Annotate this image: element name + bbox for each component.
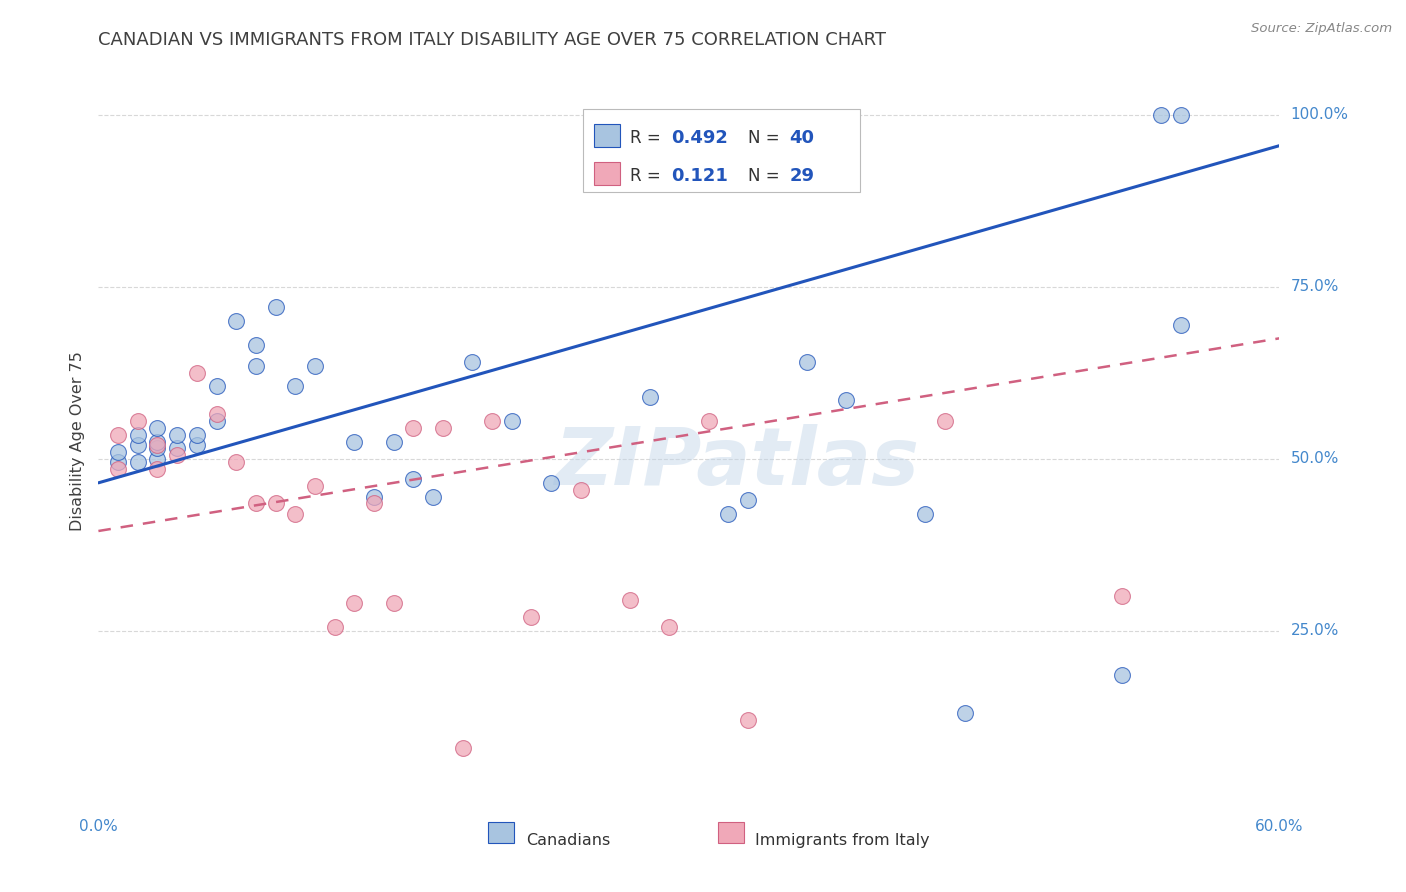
Text: R =: R = [630,129,666,147]
Point [363,490,385,504]
Point [737,493,759,508]
Point [245,338,267,352]
Point [127,427,149,442]
Text: Immigrants from Italy: Immigrants from Italy [755,833,929,848]
Point [166,427,188,442]
Point [166,448,188,462]
Point [245,496,267,510]
Point [264,496,287,510]
Y-axis label: Disability Age Over 75: Disability Age Over 75 [69,351,84,532]
Point [953,706,976,721]
Point [304,479,326,493]
Point [107,462,129,476]
Bar [488,822,515,843]
Point [323,620,346,634]
Point [934,414,956,428]
Point [205,379,228,393]
Text: Source: ZipAtlas.com: Source: ZipAtlas.com [1251,22,1392,36]
Point [501,414,523,428]
Point [638,390,661,404]
Text: N =: N = [748,129,785,147]
Point [146,438,169,452]
Text: CANADIAN VS IMMIGRANTS FROM ITALY DISABILITY AGE OVER 75 CORRELATION CHART: CANADIAN VS IMMIGRANTS FROM ITALY DISABI… [98,31,886,49]
Bar [595,162,620,185]
Point [461,355,484,369]
Point [107,455,129,469]
Point [1111,590,1133,604]
Point [127,455,149,469]
Text: 50.0%: 50.0% [1291,451,1339,467]
Bar [718,822,744,843]
Point [717,507,740,521]
Point [835,393,858,408]
FancyBboxPatch shape [582,109,860,193]
Text: ZIPatlas: ZIPatlas [554,425,918,502]
Text: N =: N = [748,168,785,186]
Text: 100.0%: 100.0% [1291,107,1348,122]
Point [127,414,149,428]
Point [481,414,503,428]
Point [205,414,228,428]
Point [658,620,681,634]
Point [225,455,247,469]
Point [422,490,444,504]
Point [107,427,129,442]
Point [697,414,720,428]
Point [127,438,149,452]
Point [343,596,366,610]
Text: R =: R = [630,168,666,186]
Point [432,421,454,435]
Point [1150,108,1173,122]
Bar [595,124,620,147]
Point [540,475,562,490]
Point [284,507,307,521]
Text: 0.121: 0.121 [671,168,728,186]
Text: Canadians: Canadians [526,833,610,848]
Point [107,445,129,459]
Point [1170,318,1192,332]
Point [186,366,208,380]
Point [451,740,474,755]
Point [619,592,641,607]
Point [343,434,366,449]
Point [520,610,543,624]
Point [245,359,267,373]
Point [166,442,188,456]
Point [1170,108,1192,122]
Point [146,442,169,456]
Point [205,407,228,421]
Point [382,596,405,610]
Point [363,496,385,510]
Point [914,507,936,521]
Text: 40: 40 [789,129,814,147]
Point [382,434,405,449]
Point [402,472,425,486]
Point [264,301,287,315]
Text: 29: 29 [789,168,814,186]
Point [225,314,247,328]
Point [146,434,169,449]
Point [186,438,208,452]
Point [146,451,169,466]
Point [146,421,169,435]
Point [1111,668,1133,682]
Point [186,427,208,442]
Point [284,379,307,393]
Point [796,355,818,369]
Point [304,359,326,373]
Text: 75.0%: 75.0% [1291,279,1339,294]
Point [569,483,592,497]
Point [737,713,759,727]
Text: 0.492: 0.492 [671,129,728,147]
Point [402,421,425,435]
Point [146,462,169,476]
Text: 25.0%: 25.0% [1291,624,1339,639]
